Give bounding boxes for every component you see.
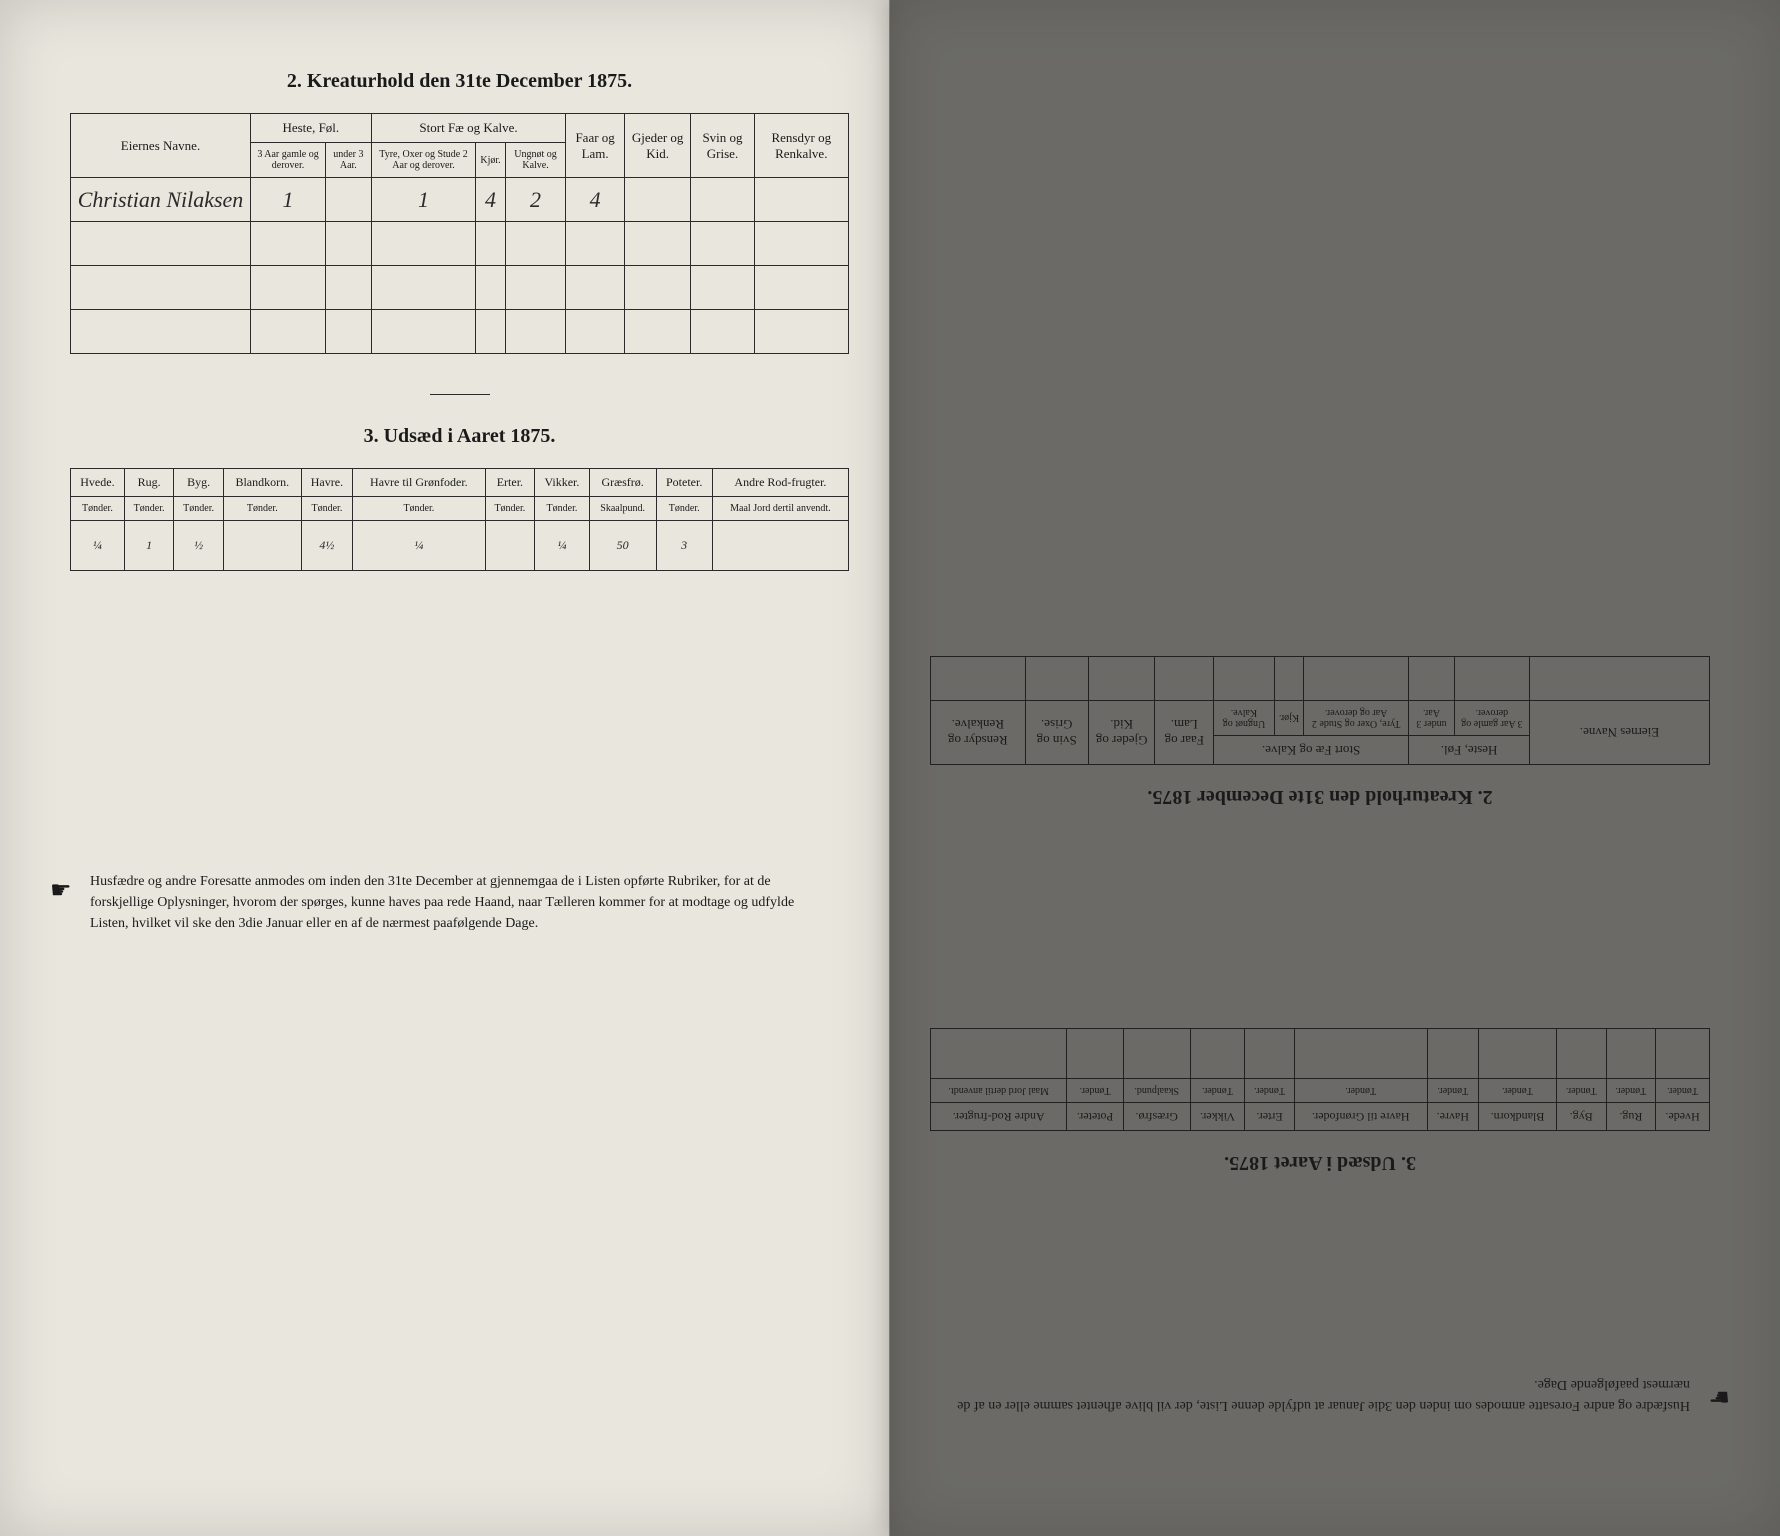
header-stortfae: Stort Fæ og Kalve. bbox=[371, 114, 566, 143]
u-andre: Maal Jord dertil anvendt. bbox=[712, 497, 848, 521]
section2-title: 2. Kreaturhold den 31te December 1875. bbox=[70, 70, 849, 93]
u-hvede: Tønder. bbox=[71, 497, 125, 521]
subheader-heste1: 3 Aar gamle og derover. bbox=[251, 143, 326, 178]
u-havre: Tønder. bbox=[301, 497, 352, 521]
cell-ungnot: 2 bbox=[505, 178, 566, 222]
cell-kjor: 4 bbox=[476, 178, 505, 222]
right-section3-title: 3. Udsæd i Aaret 1875. bbox=[930, 1151, 1710, 1174]
seed-table: Hvede. Rug. Byg. Blandkorn. Havre. Havre… bbox=[70, 468, 849, 571]
rh-poteter: Poteter. bbox=[1067, 1103, 1123, 1131]
rh-graesfro: Græsfrø. bbox=[1123, 1103, 1190, 1131]
u-poteter: Tønder. bbox=[656, 497, 712, 521]
u-blandkorn: Tønder. bbox=[223, 497, 301, 521]
c-erter bbox=[485, 521, 535, 571]
cell-heste1: 1 bbox=[251, 178, 326, 222]
header-faar: Faar og Lam. bbox=[566, 114, 624, 178]
h-byg: Byg. bbox=[174, 469, 224, 497]
c-graesfro: 50 bbox=[589, 521, 656, 571]
h-blandkorn: Blandkorn. bbox=[223, 469, 301, 497]
h-graesfro: Græsfrø. bbox=[589, 469, 656, 497]
h-havre: Havre. bbox=[301, 469, 352, 497]
cell-heste2 bbox=[326, 178, 372, 222]
h-vikker: Vikker. bbox=[535, 469, 590, 497]
c-poteter: 3 bbox=[656, 521, 712, 571]
c-andre bbox=[712, 521, 848, 571]
section3-title: 3. Udsæd i Aaret 1875. bbox=[70, 425, 849, 448]
c-rug: 1 bbox=[124, 521, 174, 571]
rh-andre: Andre Rod-frugter. bbox=[931, 1103, 1067, 1131]
u-erter: Tønder. bbox=[485, 497, 535, 521]
right-note: ☛ Husfædre og andre Foresatte anmodes om… bbox=[930, 1374, 1710, 1416]
header-gjeder: Gjeder og Kid. bbox=[624, 114, 691, 178]
footer-text: Husfædre og andre Foresatte anmodes om i… bbox=[90, 874, 794, 931]
h-hvede: Hvede. bbox=[71, 469, 125, 497]
cell-name: Christian Nilaksen bbox=[71, 178, 251, 222]
h-rug: Rug. bbox=[124, 469, 174, 497]
u-byg: Tønder. bbox=[174, 497, 224, 521]
table-row-empty bbox=[71, 222, 849, 266]
left-page: 2. Kreaturhold den 31te December 1875. E… bbox=[0, 0, 890, 1536]
subheader-kjor: Kjør. bbox=[476, 143, 505, 178]
u-graesfro: Skaalpund. bbox=[589, 497, 656, 521]
header-name: Eiernes Navne. bbox=[71, 114, 251, 178]
table-row-empty bbox=[71, 266, 849, 310]
right-section2-title: 2. Kreaturhold den 31te December 1875. bbox=[930, 785, 1710, 808]
rh-erter: Erter. bbox=[1245, 1103, 1295, 1131]
right-seed-table: Hvede. Rug. Byg. Blandkorn. Havre. Havre… bbox=[930, 1028, 1710, 1131]
header-rensdyr: Rensdyr og Renkalve. bbox=[754, 114, 848, 178]
c-vikker: ¼ bbox=[535, 521, 590, 571]
right-page: ☛ Husfædre og andre Foresatte anmodes om… bbox=[890, 0, 1780, 1536]
subheader-ungnot: Ungnøt og Kalve. bbox=[505, 143, 566, 178]
subheader-heste2: under 3 Aar. bbox=[326, 143, 372, 178]
livestock-table: Eiernes Navne. Heste, Føl. Stort Fæ og K… bbox=[70, 113, 849, 354]
h-poteter: Poteter. bbox=[656, 469, 712, 497]
footer-note: ☛ Husfædre og andre Foresatte anmodes om… bbox=[70, 871, 849, 934]
rh-havre: Havre. bbox=[1427, 1103, 1478, 1131]
header-heste: Heste, Føl. bbox=[251, 114, 372, 143]
cell-gjeder bbox=[624, 178, 691, 222]
right-seed-row bbox=[931, 1029, 1710, 1079]
subheader-tyre: Tyre, Oxer og Stude 2 Aar og derover. bbox=[371, 143, 476, 178]
table-row-empty bbox=[71, 310, 849, 354]
rh-havre-gron: Havre til Grønfoder. bbox=[1294, 1103, 1427, 1131]
cell-svin bbox=[691, 178, 754, 222]
rh-byg: Byg. bbox=[1556, 1103, 1606, 1131]
right-livestock-table: Eiernes Navne. Heste, Føl. Stort Fæ og K… bbox=[930, 656, 1710, 765]
c-havre: 4½ bbox=[301, 521, 352, 571]
u-rug: Tønder. bbox=[124, 497, 174, 521]
cell-faar: 4 bbox=[566, 178, 624, 222]
c-havre-gron: ¼ bbox=[353, 521, 486, 571]
h-havre-gron: Havre til Grønfoder. bbox=[353, 469, 486, 497]
c-byg: ½ bbox=[174, 521, 224, 571]
h-erter: Erter. bbox=[485, 469, 535, 497]
u-vikker: Tønder. bbox=[535, 497, 590, 521]
rh-hvede: Hvede. bbox=[1656, 1103, 1710, 1131]
cell-rensdyr bbox=[754, 178, 848, 222]
c-blandkorn bbox=[223, 521, 301, 571]
c-hvede: ¼ bbox=[71, 521, 125, 571]
cell-tyre: 1 bbox=[371, 178, 476, 222]
seed-row: ¼ 1 ½ 4½ ¼ ¼ 50 3 bbox=[71, 521, 849, 571]
right-note-text: Husfædre og andre Foresatte anmodes om i… bbox=[957, 1377, 1690, 1413]
pointer-icon: ☛ bbox=[50, 873, 72, 909]
rh-vikker: Vikker. bbox=[1190, 1103, 1245, 1131]
pointer-icon: ☛ bbox=[1708, 1378, 1730, 1414]
rh-rug: Rug. bbox=[1606, 1103, 1656, 1131]
rh-blandkorn: Blandkorn. bbox=[1478, 1103, 1556, 1131]
u-havre-gron: Tønder. bbox=[353, 497, 486, 521]
table-row: Christian Nilaksen 1 1 4 2 4 bbox=[71, 178, 849, 222]
h-andre: Andre Rod-frugter. bbox=[712, 469, 848, 497]
divider bbox=[430, 394, 490, 395]
header-svin: Svin og Grise. bbox=[691, 114, 754, 178]
